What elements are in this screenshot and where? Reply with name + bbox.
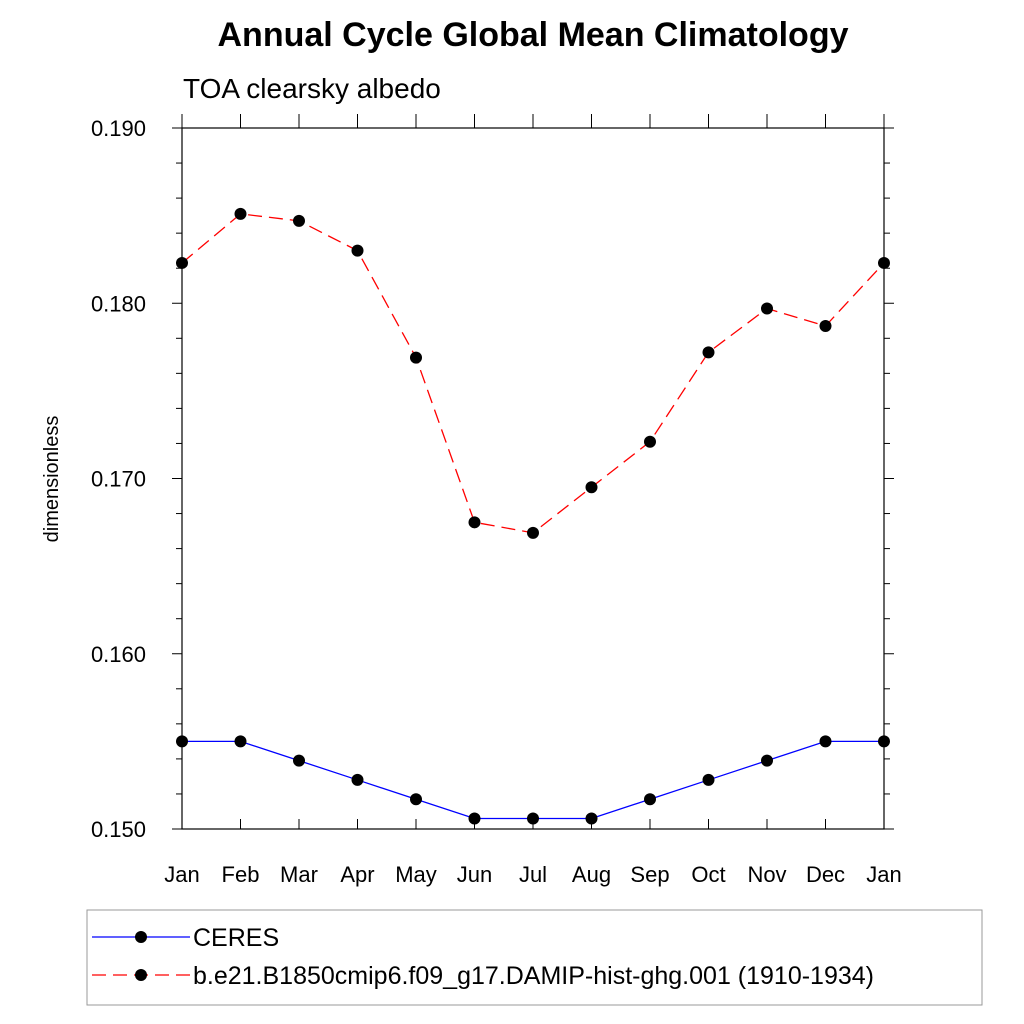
- x-tick-label: Apr: [340, 862, 374, 887]
- y-tick-label: 0.160: [91, 642, 146, 667]
- x-tick-label: Dec: [806, 862, 845, 887]
- data-point: [702, 773, 715, 786]
- data-point: [585, 812, 598, 825]
- data-point: [819, 735, 832, 748]
- y-axis-label: dimensionless: [41, 416, 63, 543]
- legend-label: b.e21.B1850cmip6.f09_g17.DAMIP-hist-ghg.…: [193, 962, 874, 990]
- data-point: [234, 735, 247, 748]
- x-tick-labels: Jan Feb Mar Apr May Jun Jul Aug Sep Oct Nov Dec Jan: [164, 862, 901, 887]
- y-tick-labels: 0.150 0.160 0.170 0.180 0.190: [91, 116, 146, 842]
- data-point: [351, 244, 364, 257]
- legend: CERES b.e21.B1850cmip6.f09_g17.DAMIP-hist…: [86, 909, 983, 1006]
- data-point: [351, 773, 364, 786]
- data-point: [527, 812, 539, 825]
- data-point: [176, 735, 188, 748]
- series-line: [182, 740, 884, 820]
- x-tick-label: Mar: [280, 862, 318, 887]
- x-tick-label: Nov: [747, 862, 786, 887]
- y-tick-label: 0.180: [91, 291, 146, 316]
- legend-box: [86, 909, 983, 1006]
- data-point: [234, 207, 247, 220]
- x-tick-label: May: [395, 862, 437, 887]
- data-point: [644, 435, 656, 448]
- y-tick-label: 0.170: [91, 467, 146, 492]
- legend-item: CERES: [92, 924, 279, 952]
- y-tick-label: 0.150: [91, 817, 146, 842]
- data-point: [761, 754, 773, 767]
- data-point: [293, 214, 305, 227]
- x-tick-label: Jan: [164, 862, 199, 887]
- x-tick-label: Feb: [222, 862, 260, 887]
- data-point: [527, 526, 539, 539]
- data-point: [585, 481, 598, 494]
- x-tick-label: Sep: [630, 862, 669, 887]
- legend-label: CERES: [193, 924, 279, 952]
- x-tick-label: Jun: [457, 862, 492, 887]
- legend-marker: [135, 931, 147, 943]
- data-point: [468, 516, 481, 529]
- series-line: [181, 213, 885, 534]
- data-point: [819, 320, 832, 333]
- data-point: [702, 346, 715, 359]
- axis-ticks: [172, 114, 894, 830]
- data-point: [176, 256, 188, 269]
- x-tick-label: Jan: [866, 862, 901, 887]
- data-point: [293, 754, 305, 767]
- legend-marker: [135, 969, 147, 981]
- series-0: [176, 735, 890, 825]
- x-tick-label: Jul: [519, 862, 547, 887]
- series-1: [176, 207, 890, 539]
- x-tick-label: Oct: [691, 862, 725, 887]
- series-layer: [176, 207, 890, 825]
- data-point: [410, 793, 422, 806]
- data-point: [410, 351, 422, 364]
- data-point: [878, 735, 890, 748]
- chart-subtitle: TOA clearsky albedo: [183, 73, 441, 104]
- data-point: [761, 302, 773, 315]
- legend-item: b.e21.B1850cmip6.f09_g17.DAMIP-hist-ghg.…: [92, 962, 874, 990]
- chart-title: Annual Cycle Global Mean Climatology: [218, 16, 849, 54]
- data-point: [878, 256, 890, 269]
- plot-frame: [181, 127, 885, 830]
- x-tick-label: Aug: [572, 862, 611, 887]
- data-point: [468, 812, 481, 825]
- y-tick-label: 0.190: [91, 116, 146, 141]
- data-point: [644, 793, 656, 806]
